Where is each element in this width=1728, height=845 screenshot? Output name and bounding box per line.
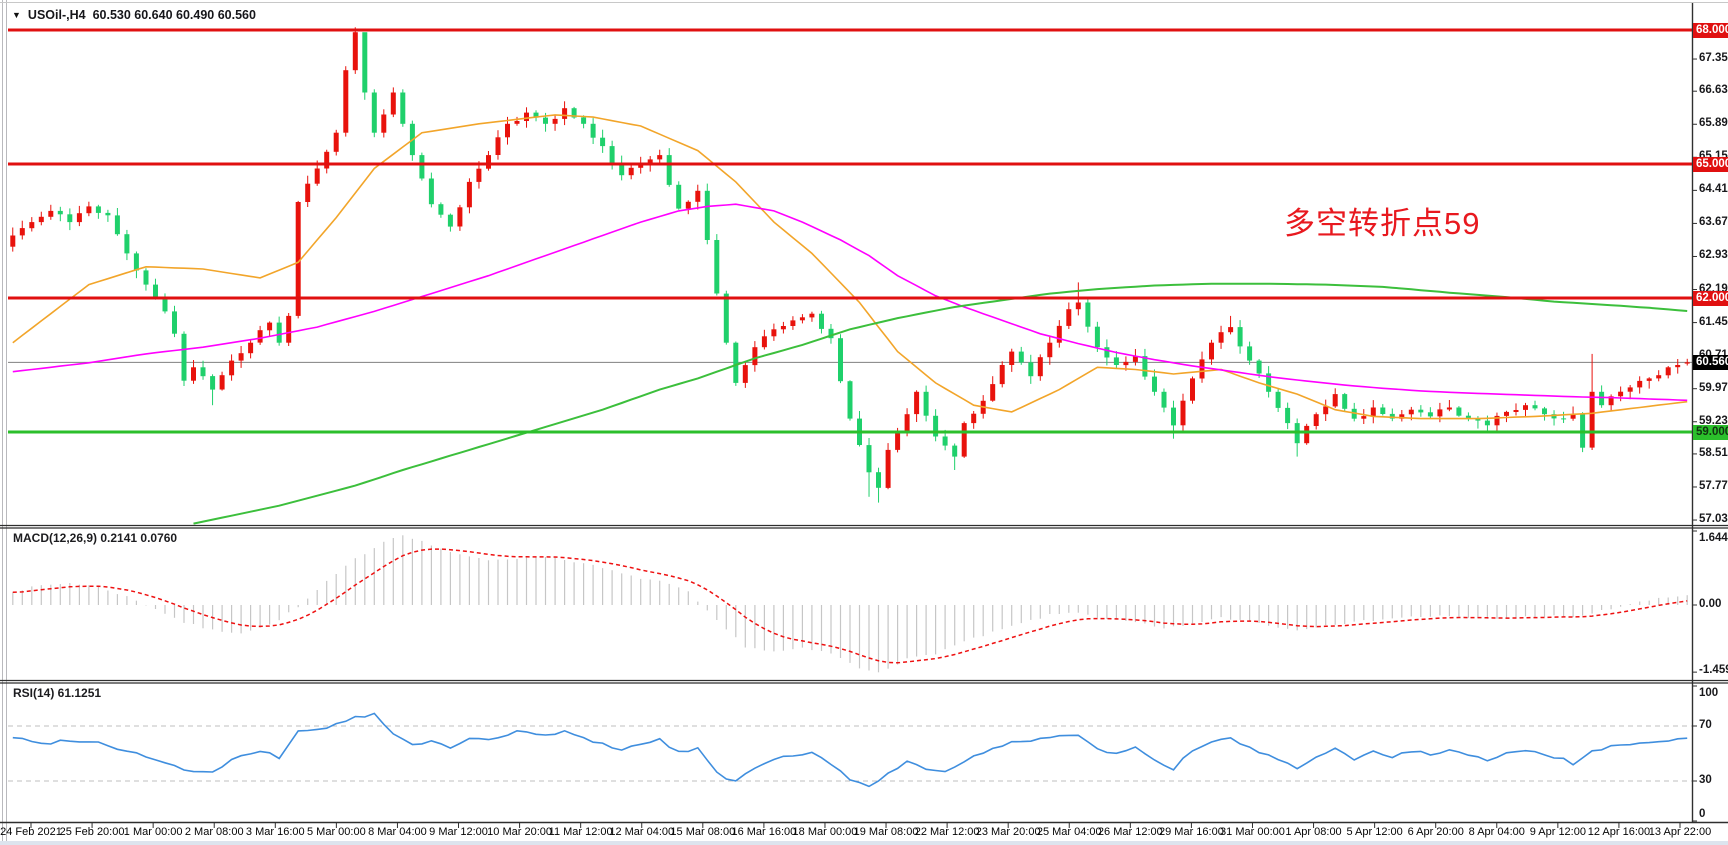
time-tick-label: 25 Mar 04:00 [1036,826,1102,838]
chart-text-annotation: 多空转折点59 [1284,206,1481,241]
time-tick-label: 1 Mar 00:00 [123,826,183,838]
time-tick-label: 5 Mar 00:00 [307,826,366,838]
chart-dropdown-icon[interactable]: ▼ [12,10,21,20]
rsi-tick-label: 70 [1699,719,1712,731]
time-tick-label: 9 Apr 12:00 [1529,826,1586,838]
slow-ma-line [193,282,1688,525]
price-tick-label: 62.930 [1699,249,1728,262]
time-tick-label: 5 Apr 12:00 [1346,826,1403,838]
rsi-tick-label: 0 [1699,808,1706,820]
current-price-badge: 60.560 [1693,354,1728,370]
time-tick-label: 26 Mar 12:00 [1097,826,1163,838]
time-tick-label: 23 Mar 20:00 [975,826,1041,838]
time-tick-label: 16 Mar 16:00 [731,826,797,838]
mid-ma-line [12,203,1688,402]
chart-title: ▼ USOil-,H4 60.530 60.640 60.490 60.560 [12,8,256,22]
time-tick-label: 22 Mar 12:00 [914,826,980,838]
time-tick-label: 25 Feb 20:00 [59,826,125,838]
price-tick-label: 59.230 [1699,414,1728,427]
window-left-border [2,0,3,841]
time-tick-label: 12 Apr 16:00 [1587,826,1651,838]
time-tick-label: 31 Mar 00:00 [1220,826,1285,838]
time-tick-label: 18 Mar 00:00 [792,826,858,838]
price-tick-label: 58.510 [1699,446,1728,459]
price-tick-label: 61.450 [1699,315,1728,328]
time-tick-label: 6 Apr 20:00 [1407,826,1464,838]
rsi-indicator-label: RSI(14) 61.1251 [13,686,102,700]
macd-tick-label: 1.6446 [1699,532,1728,544]
macd-tick-label: -1.4594 [1699,664,1728,676]
price-tick-label: 64.410 [1699,183,1728,196]
time-tick-label: 24 Feb 2021 [0,826,62,838]
rsi-line [12,712,1688,788]
rsi-tick-label: 100 [1699,687,1719,699]
price-tick-label: 63.670 [1699,216,1728,229]
macd-signal-line [12,548,1688,664]
hline-price-badge: 59.000 [1693,424,1728,440]
ohlc-readout: 60.530 60.640 60.490 60.560 [92,8,256,22]
time-tick-label: 1 Apr 08:00 [1285,826,1342,838]
time-tick-label: 8 Apr 04:00 [1468,826,1525,838]
time-tick-label: 11 Mar 12:00 [548,826,613,838]
macd-tick-label: 0.00 [1699,598,1722,610]
hline-price-badge: 65.000 [1693,156,1728,172]
hline-price-badge: 62.000 [1693,290,1728,306]
candles [10,27,1690,503]
symbol-period-label: USOil-,H4 [27,8,86,22]
price-tick-label: 67.350 [1699,52,1728,65]
window-left-border-inner [6,0,7,841]
time-tick-label: 19 Mar 08:00 [853,826,919,838]
price-tick-label: 57.030 [1699,513,1728,526]
price-tick-label: 66.630 [1699,84,1728,97]
time-tick-label: 10 Mar 20:00 [487,826,552,838]
time-tick-label: 12 Mar 04:00 [609,826,675,838]
window-bottom-edge [0,841,1728,845]
hline-price-badge: 68.000 [1693,22,1728,38]
time-tick-label: 13 Apr 22:00 [1648,826,1712,838]
time-tick-label: 8 Mar 04:00 [368,826,427,838]
price-tick-label: 59.970 [1699,381,1728,394]
time-tick-label: 3 Mar 16:00 [245,826,305,838]
macd-indicator-label: MACD(12,26,9) 0.2141 0.0760 [13,531,178,545]
time-tick-label: 29 Mar 16:00 [1158,826,1224,838]
price-tick-label: 57.770 [1699,479,1728,492]
rsi-tick-label: 30 [1699,774,1712,786]
time-tick-label: 2 Mar 08:00 [184,826,244,838]
fast-ma-line [12,114,1688,420]
price-tick-label: 65.890 [1699,117,1728,130]
time-tick-label: 15 Mar 08:00 [670,826,736,838]
time-tick-label: 9 Mar 12:00 [429,826,488,838]
